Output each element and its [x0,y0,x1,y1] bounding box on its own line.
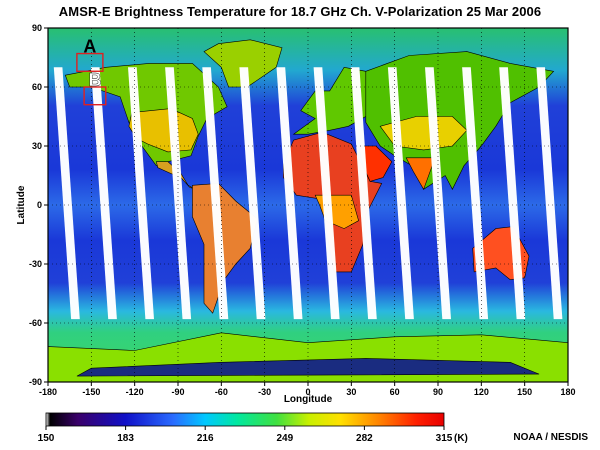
x-tick-label: 150 [517,387,532,397]
x-tick-label: 120 [474,387,489,397]
y-tick-label: -90 [29,377,42,387]
colorbar-tick-label: 216 [197,433,214,444]
map-panel [48,28,568,382]
swath-gap [425,67,451,320]
y-tick-label: 60 [32,82,42,92]
map-title: AMSR-E Brightness Temperature for 18.7 G… [58,4,542,19]
swath-gap [202,67,229,320]
region-boxes [76,52,107,106]
south-america-land [192,183,258,314]
x-tick-label: 30 [346,387,356,397]
colorbar-tick-label: 315 [436,433,453,444]
greenland-land [203,39,283,88]
colorbar-unit: (K) [454,433,468,444]
x-tick-label: -90 [171,387,184,397]
swath-gap [53,67,80,320]
y-tick-label: 30 [32,141,42,151]
x-tick-label: 90 [433,387,443,397]
x-axis-ticks: -180 -150 -120 -90 -60 -30 0 30 60 90 120 150 180 [39,382,576,397]
colorbar-tick-label: 249 [276,433,293,444]
colorbar-tick-label: 183 [117,433,134,444]
region-box-b [83,86,107,106]
india-land [405,157,436,191]
swath-gap [350,67,377,320]
x-tick-label: -150 [82,387,100,397]
y-tick-label: -30 [29,259,42,269]
swath-gap [387,67,414,320]
swath-gap [165,67,192,320]
colorbar-tick-label: 150 [38,433,55,444]
swath-gap [536,67,563,320]
x-tick-label: 60 [390,387,400,397]
x-axis-label: Longitude [284,394,333,405]
swath-gaps [53,67,563,320]
antarctica-interior-land [76,358,540,377]
x-tick-label: -120 [126,387,144,397]
y-axis-ticks: 90 60 30 0 -30 -60 -90 [29,23,48,387]
credit-label: NOAA / NESDIS [513,432,588,443]
region-box-a [76,52,104,72]
y-tick-label: -60 [29,318,42,328]
colorbar-tick-label: 282 [356,433,373,444]
y-tick-label: 0 [37,200,42,210]
region-label-b: B [88,70,101,90]
x-tick-label: -180 [39,387,57,397]
x-tick-label: -60 [215,387,228,397]
swath-gap [313,67,340,320]
x-tick-label: -30 [258,387,271,397]
swath-gap [276,67,303,320]
graticule [48,28,568,382]
x-tick-label: 0 [305,387,310,397]
x-tick-label: 180 [560,387,575,397]
region-labels: AB [83,37,101,91]
y-axis-label: Latitude [16,185,27,224]
y-tick-label: 90 [32,23,42,33]
swath-gap [499,67,526,320]
swath-gap [90,67,117,320]
region-label-a: A [83,37,96,57]
colorbar [45,412,445,427]
colorbar-ticks: 150 183 216 249 282 315 [38,426,453,444]
swath-gap [128,67,154,320]
swath-gap [239,67,266,320]
